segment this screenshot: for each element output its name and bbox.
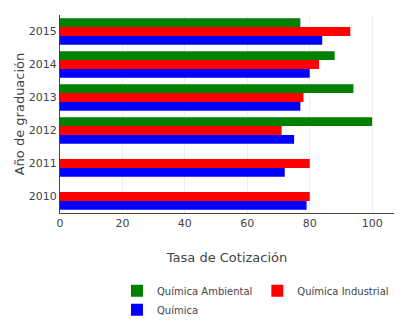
- svg-text:40: 40: [178, 217, 192, 230]
- svg-text:2012: 2012: [29, 124, 57, 137]
- svg-text:2013: 2013: [29, 91, 57, 104]
- svg-text:0: 0: [57, 217, 64, 230]
- svg-text:100: 100: [362, 217, 383, 230]
- svg-text:2010: 2010: [29, 190, 57, 203]
- svg-text:Química Industrial: Química Industrial: [297, 286, 388, 297]
- svg-text:Química Ambiental: Química Ambiental: [157, 286, 252, 297]
- svg-text:2015: 2015: [29, 25, 57, 38]
- svg-text:Año de graduación: Año de graduación: [12, 53, 27, 176]
- svg-text:60: 60: [240, 217, 254, 230]
- svg-text:80: 80: [303, 217, 317, 230]
- svg-text:2014: 2014: [29, 58, 57, 71]
- svg-text:2011: 2011: [29, 157, 57, 170]
- svg-text:Química: Química: [157, 305, 198, 316]
- svg-text:Tasa de Cotización: Tasa de Cotización: [166, 250, 288, 265]
- svg-text:20: 20: [115, 217, 129, 230]
